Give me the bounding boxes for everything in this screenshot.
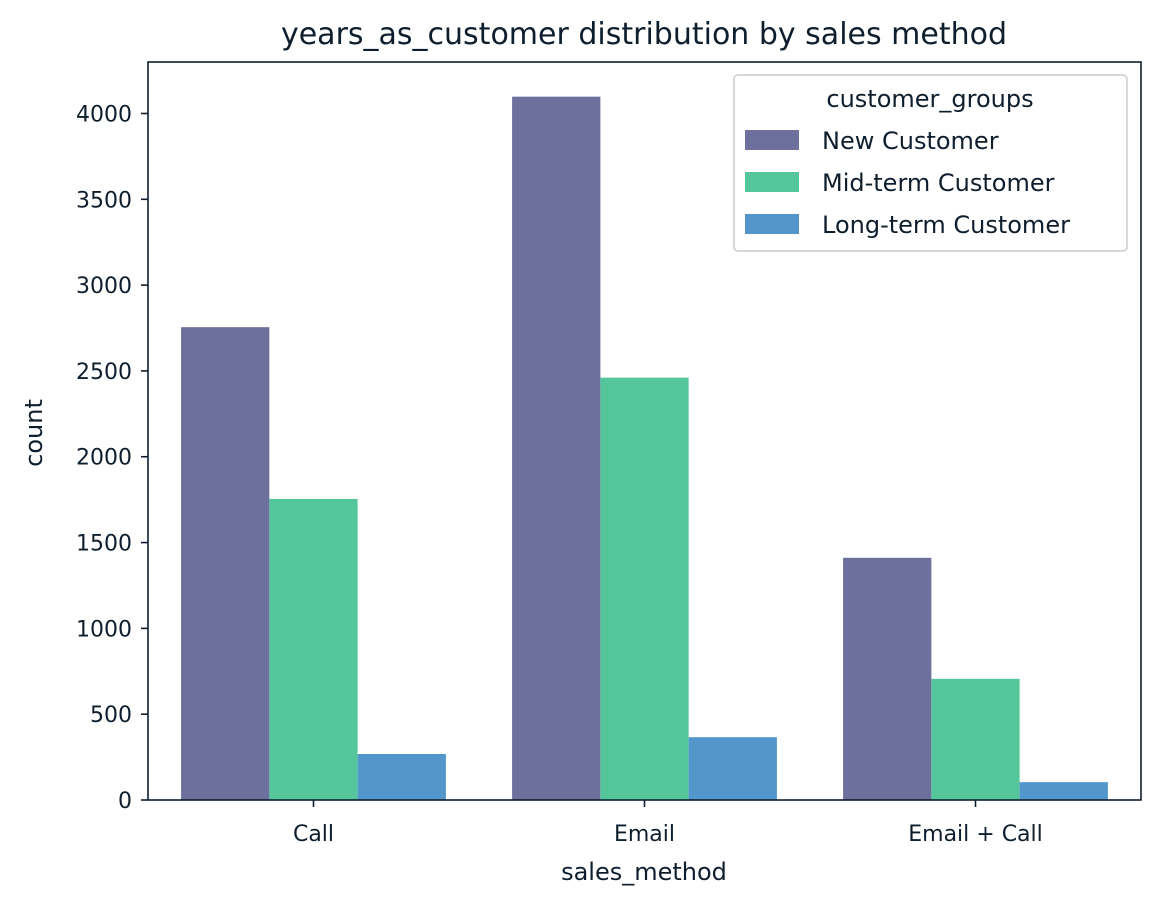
y-tick-label: 0	[118, 789, 132, 814]
legend-label: Mid-term Customer	[822, 169, 1055, 197]
chart-title: years_as_customer distribution by sales …	[281, 17, 1007, 52]
legend-swatch	[745, 172, 799, 192]
y-tick-label: 3000	[76, 274, 132, 299]
x-tick-label: Email	[614, 822, 675, 847]
legend-label: New Customer	[822, 127, 999, 155]
bars-layer	[181, 96, 1108, 801]
bar	[931, 678, 1020, 800]
x-tick-label: Call	[293, 822, 334, 847]
x-tick-label: Email + Call	[908, 822, 1043, 847]
y-tick-label: 500	[90, 703, 132, 728]
legend-swatch	[745, 130, 799, 150]
bar	[357, 754, 446, 800]
bar	[269, 498, 358, 800]
x-axis: Call Email Email + Call	[293, 800, 1043, 847]
y-tick-label: 3500	[76, 188, 132, 213]
y-tick-label: 1000	[76, 617, 132, 642]
bar	[843, 557, 932, 800]
bar	[688, 737, 777, 800]
y-tick-label: 1500	[76, 532, 132, 557]
y-axis-label: count	[20, 399, 48, 467]
y-axis: 0 500 1000 1500 2000 2500 3000 3500 4000	[76, 102, 148, 814]
bar	[1019, 782, 1108, 800]
bar	[181, 327, 270, 800]
legend-items: New Customer Mid-term Customer Long-term C…	[745, 127, 1070, 239]
x-axis-label: sales_method	[561, 858, 727, 886]
legend-label: Long-term Customer	[822, 211, 1070, 239]
bar	[600, 377, 689, 800]
legend-swatch	[745, 214, 799, 234]
legend-box	[733, 74, 1128, 252]
legend: customer_groups New Customer Mid-term Cus…	[733, 74, 1128, 252]
y-tick-label: 4000	[76, 102, 132, 127]
y-tick-label: 2500	[76, 360, 132, 385]
legend-title: customer_groups	[826, 85, 1033, 113]
y-tick-label: 2000	[76, 446, 132, 471]
bar	[512, 96, 601, 801]
